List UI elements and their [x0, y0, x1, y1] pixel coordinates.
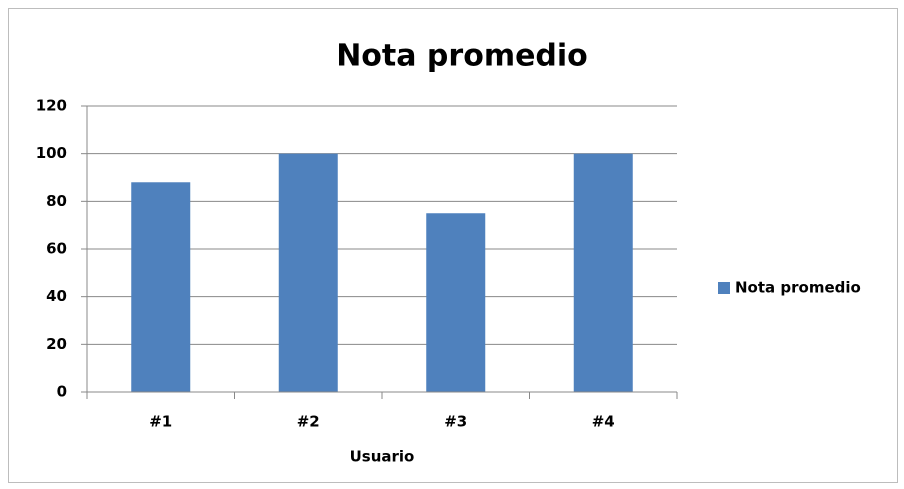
bar [131, 182, 191, 392]
legend-label: Nota promedio [735, 279, 861, 297]
y-tick-label: 60 [46, 240, 67, 258]
y-tick-label: 20 [46, 335, 67, 353]
x-tick-label: #3 [444, 413, 467, 431]
x-tick-label: #2 [297, 413, 320, 431]
y-tick-label: 100 [36, 144, 67, 162]
y-tick-label: 80 [46, 192, 67, 210]
chart-title: Nota promedio [336, 39, 588, 74]
x-axis-label: Usuario [350, 448, 415, 466]
legend-swatch [718, 282, 730, 294]
y-tick-label: 120 [36, 97, 67, 115]
bar [426, 213, 486, 392]
x-tick-label: #1 [149, 413, 172, 431]
x-tick-label: #4 [592, 413, 615, 431]
bar [278, 153, 338, 392]
y-tick-label: 0 [57, 383, 67, 401]
bar [573, 153, 633, 392]
y-tick-label: 40 [46, 287, 67, 305]
